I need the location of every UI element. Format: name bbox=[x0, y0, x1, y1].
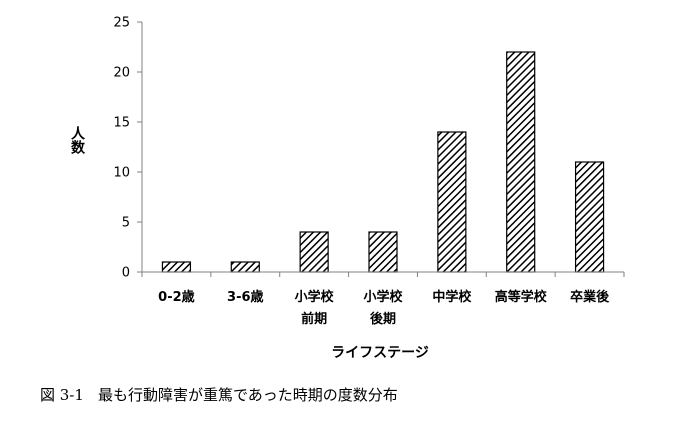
bar bbox=[368, 231, 398, 273]
bar bbox=[161, 261, 192, 273]
x-tick-label: 後期 bbox=[370, 311, 396, 327]
x-tick-label: 小学校 bbox=[363, 289, 403, 305]
y-tick-label: 25 bbox=[113, 16, 130, 31]
y-tick-label: 0 bbox=[122, 266, 130, 281]
bars bbox=[161, 51, 605, 273]
caption-text: 最も行動障害が重篤であった時期の度数分布 bbox=[97, 386, 398, 404]
x-tick-label: 小学校 bbox=[295, 289, 335, 305]
y-axis-label: 人数 bbox=[69, 126, 85, 154]
caption-number: 図 3-1 bbox=[40, 386, 84, 404]
x-tick-label: 高等学校 bbox=[495, 289, 548, 305]
x-tick-label: 3-6歳 bbox=[227, 289, 264, 305]
axes bbox=[141, 22, 624, 273]
figure-caption: 図 3-1 最も行動障害が重篤であった時期の度数分布 bbox=[40, 384, 660, 405]
y-tick-label: 15 bbox=[113, 116, 130, 131]
y-ticks: 0 5 10 15 20 25 bbox=[113, 16, 142, 281]
y-tick-label: 10 bbox=[113, 166, 130, 181]
x-tick-label: 中学校 bbox=[432, 289, 472, 305]
bar bbox=[230, 261, 260, 273]
bar bbox=[574, 161, 605, 273]
y-tick-label: 20 bbox=[113, 66, 130, 81]
bar bbox=[506, 51, 536, 273]
x-tick-label: 0-2歳 bbox=[158, 289, 195, 305]
bar bbox=[437, 131, 467, 273]
bar bbox=[299, 231, 329, 273]
y-tick-label: 5 bbox=[122, 216, 130, 231]
x-axis-label: ライフステージ bbox=[331, 345, 429, 361]
x-tick-label: 前期 bbox=[301, 311, 327, 327]
x-tick-label: 卒業後 bbox=[570, 289, 610, 305]
